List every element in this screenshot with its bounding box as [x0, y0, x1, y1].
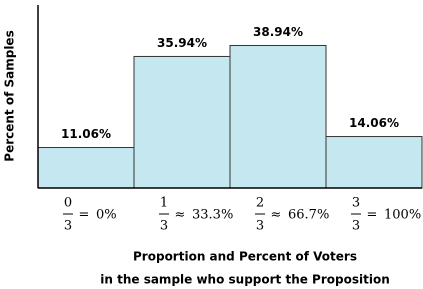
fraction-numerator: 1 — [160, 196, 168, 211]
fraction-denominator: 3 — [352, 219, 360, 234]
value-label: 11.06% — [61, 127, 111, 141]
bar — [37, 147, 135, 189]
value-label: 14.06% — [349, 116, 399, 130]
value-label: 38.94% — [253, 25, 303, 39]
x-axis-label: Proportion and Percent of Voters — [133, 250, 357, 264]
fraction-numerator: 2 — [256, 196, 264, 211]
value-label: 35.94% — [157, 36, 207, 50]
relation: ≈ — [271, 208, 282, 223]
percent: 66.7% — [288, 208, 329, 223]
y-axis-label: Percent of Samples — [3, 30, 17, 161]
fraction-numerator: 3 — [352, 196, 360, 211]
fraction-denominator: 3 — [160, 219, 168, 234]
x-axis-label: in the sample who support the Propositio… — [100, 273, 389, 287]
bar — [229, 44, 327, 189]
bar — [133, 55, 231, 189]
fraction-denominator: 3 — [64, 219, 72, 234]
percent: 100% — [384, 208, 421, 223]
relation: = — [367, 208, 378, 223]
percent: 0% — [96, 208, 117, 223]
percent: 33.3% — [192, 208, 233, 223]
relation: ≈ — [175, 208, 186, 223]
relation: = — [79, 208, 90, 223]
fraction-numerator: 0 — [64, 196, 72, 211]
fraction-denominator: 3 — [256, 219, 264, 234]
bar — [325, 136, 423, 189]
